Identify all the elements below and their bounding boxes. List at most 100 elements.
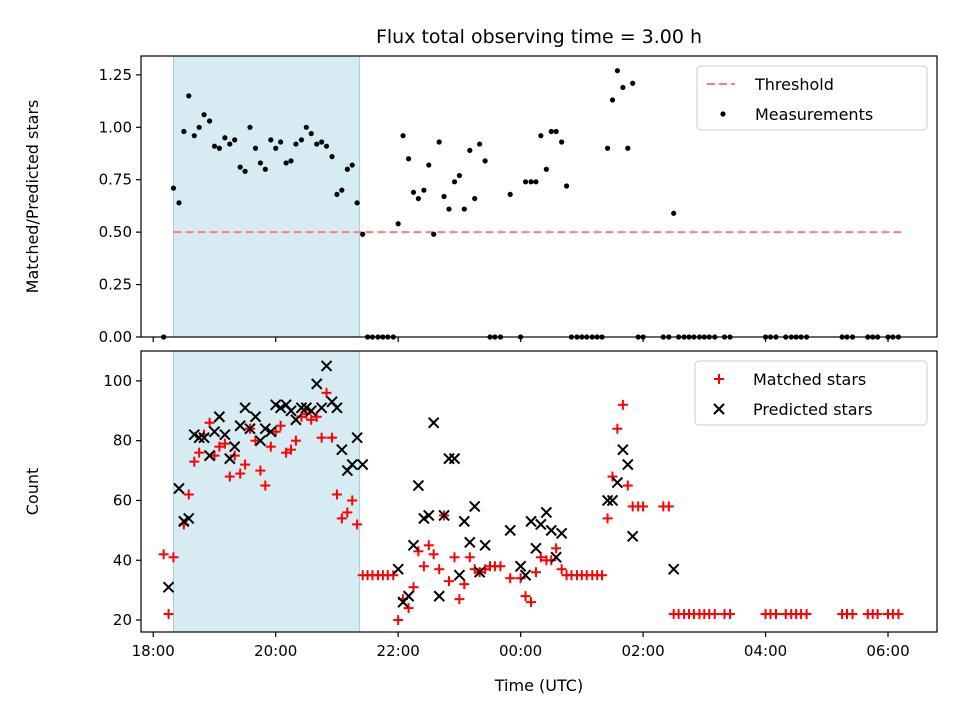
matched-star-point: [893, 609, 904, 620]
predicted-star-point-b: [208, 426, 221, 438]
measurement-point: [360, 231, 366, 237]
measurement-point: [186, 93, 192, 99]
predicted-star-point: [433, 590, 445, 602]
y-tick-label: 1.00: [99, 118, 132, 136]
matched-star-point: [495, 561, 506, 572]
measurement-point: [323, 143, 330, 149]
measurement-point: [553, 128, 559, 135]
predicted-star-point-b: [479, 539, 491, 552]
predicted-star-point-b: [244, 423, 256, 435]
predicted-star-point: [234, 420, 246, 432]
measurement-point: [563, 183, 570, 189]
matched-star-point: [515, 573, 526, 584]
measurement-point: [522, 179, 529, 185]
measurement-point: [308, 130, 314, 137]
predicted-star-point: [427, 417, 440, 429]
measurement-point: [334, 191, 340, 198]
measurement-point: [548, 128, 554, 135]
measurement-point: [176, 200, 182, 206]
y-tick-label: 0.50: [99, 223, 132, 241]
measurement-point: [405, 156, 412, 162]
measurement-point: [604, 145, 611, 151]
predicted-star-point: [254, 434, 267, 447]
measurement-point: [441, 193, 447, 200]
matched-star-point: [449, 552, 460, 563]
matched-star-point: [612, 423, 623, 434]
legend-predicted-swatch-b: [713, 403, 725, 415]
legend-label: Measurements: [755, 105, 873, 124]
y-tick-label: 20: [113, 611, 132, 629]
predicted-star-point: [305, 405, 317, 417]
measurement-point: [298, 137, 305, 143]
predicted-star-point-b: [504, 524, 516, 537]
predicted-star-point-b: [305, 405, 317, 417]
y-tick-label: 0.25: [99, 276, 132, 294]
measurement-point: [268, 137, 274, 143]
measurement-point: [303, 124, 309, 130]
predicted-star-point: [311, 378, 323, 390]
matched-star-point: [434, 564, 445, 575]
predicted-star-point-b: [346, 458, 358, 471]
predicted-star-point-b: [274, 402, 287, 414]
y-tick-label: 80: [113, 432, 132, 450]
matched-star-point: [183, 489, 194, 500]
matched-star-point: [418, 561, 429, 572]
predicted-star-point-b: [611, 476, 624, 489]
matched-star-point: [214, 441, 225, 452]
matched-star-point: [638, 501, 649, 512]
measurement-point: [196, 124, 202, 130]
predicted-star-point-b: [392, 563, 404, 575]
matched-star-point: [204, 417, 215, 428]
predicted-star-point-b: [545, 524, 557, 537]
shaded-span: [172, 350, 361, 633]
matched-star-point: [403, 603, 414, 614]
predicted-star-point-b: [239, 402, 251, 414]
predicted-star-point-b: [535, 518, 547, 531]
measurement-point: [477, 141, 483, 147]
predicted-star-point: [203, 449, 216, 462]
predicted-star-point-b: [265, 426, 277, 438]
predicted-star-point-b: [448, 452, 461, 465]
matched-star-point: [255, 465, 266, 476]
matched-star-point: [219, 438, 230, 449]
predicted-star-point-b: [622, 458, 634, 471]
measurement-point: [507, 191, 513, 198]
matched-star-point: [331, 489, 342, 500]
matched-star-point: [423, 540, 434, 551]
measurement-point: [426, 162, 432, 168]
matched-star-point: [408, 582, 419, 593]
measurement-point: [630, 80, 636, 86]
predicted-star-point: [407, 539, 420, 552]
measurement-point: [349, 162, 355, 168]
predicted-star-point: [392, 563, 404, 575]
matched-star-point: [872, 609, 883, 620]
measurement-point: [257, 160, 263, 166]
measurement-point: [227, 141, 233, 147]
predicted-star-point: [315, 402, 328, 414]
measurement-point: [446, 206, 452, 212]
measurement-point: [456, 172, 462, 179]
matched-star-point: [209, 450, 220, 461]
predicted-star-point-b: [407, 539, 420, 552]
measurement-point: [181, 128, 187, 135]
matched-star-point: [229, 450, 240, 461]
chart-title: Flux total observing time = 3.00 h: [376, 26, 702, 48]
measurement-point: [533, 179, 539, 185]
predicted-star-point: [356, 458, 369, 471]
predicted-star-point: [193, 431, 205, 444]
matched-star-point: [505, 573, 516, 584]
matched-star-point: [551, 543, 562, 554]
predicted-star-point: [464, 536, 476, 549]
x-tick-label: 00:00: [499, 642, 542, 660]
matched-star-point: [194, 447, 205, 458]
predicted-star-point-b: [351, 431, 363, 444]
predicted-star-point-b: [402, 590, 415, 602]
measurement-point: [216, 145, 222, 151]
matched-star-point: [316, 432, 327, 443]
predicted-star-point-b: [290, 414, 302, 426]
predicted-star-point-b: [270, 399, 282, 411]
predicted-star-point: [213, 411, 226, 423]
predicted-star-point: [183, 512, 195, 525]
matched-star-point: [597, 570, 608, 581]
predicted-star-point-b: [311, 378, 323, 390]
